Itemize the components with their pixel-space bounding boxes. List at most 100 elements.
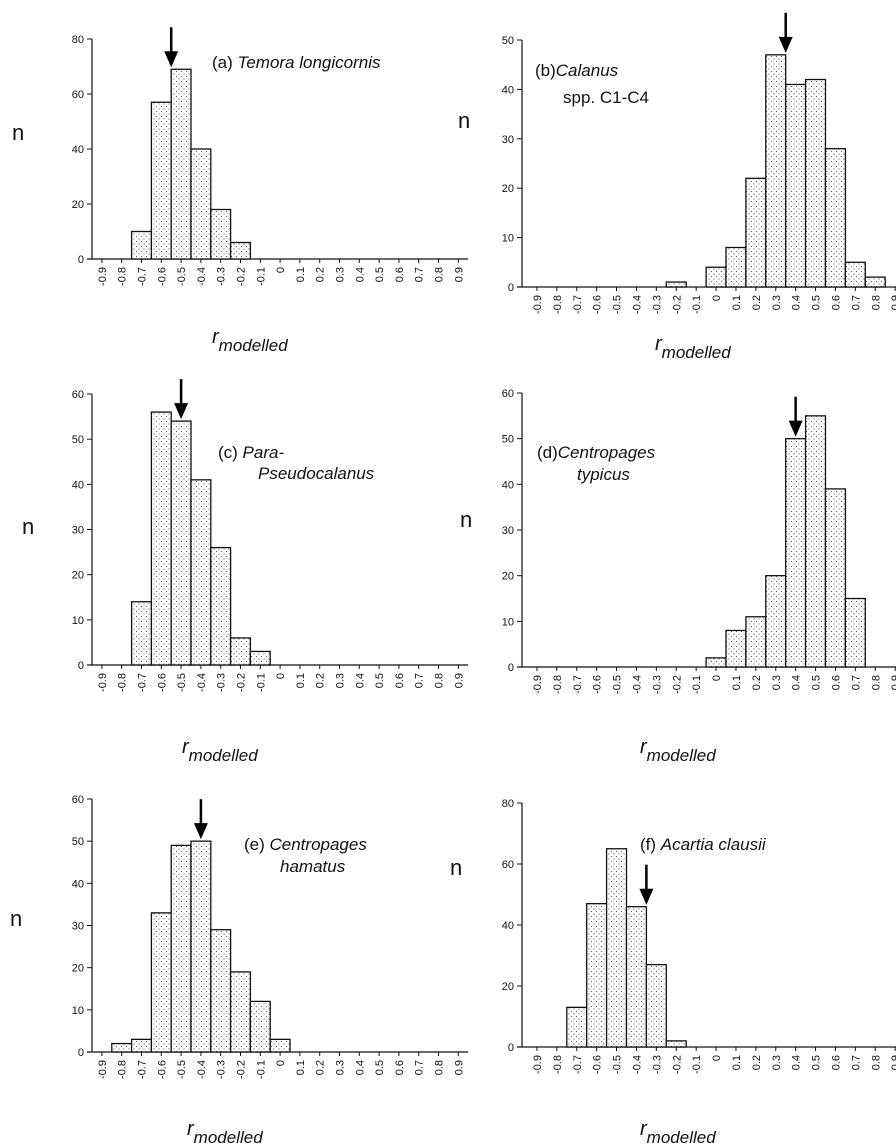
chart-panel: 0 10 20 30 40 50 60 -0.9 -0.8 -0.7 -0.6 -0.5 -0.4 -0.… — [460, 388, 896, 765]
histogram-bar — [745, 616, 767, 668]
x-tick-label: -0.4 — [631, 675, 643, 694]
x-tick-label: 0.3 — [771, 675, 783, 690]
x-tick-label: -0.2 — [236, 267, 248, 286]
x-axis-label: rmodelled — [182, 736, 258, 765]
x-tick-label: 0.8 — [434, 267, 446, 282]
y-tick-label: 20 — [72, 963, 84, 975]
x-tick-label: -0.8 — [552, 1055, 564, 1074]
x-tick-label: 0.8 — [870, 295, 882, 310]
x-tick-label: -0.6 — [156, 267, 168, 286]
y-tick-label: 0 — [508, 282, 514, 294]
x-tick-label: 0.6 — [394, 673, 406, 688]
x-tick-label: 0.5 — [374, 673, 386, 688]
arrow-head-icon — [788, 420, 803, 437]
panel-title: typicus — [577, 465, 630, 484]
y-tick-label: 20 — [502, 571, 514, 583]
x-tick-label: -0.5 — [176, 267, 188, 286]
x-tick-label: 0.1 — [731, 295, 743, 310]
arrow-head-icon — [164, 51, 179, 68]
histogram-bar — [210, 208, 232, 260]
histogram-bar — [150, 411, 172, 666]
x-tick-label: 0.5 — [811, 675, 823, 690]
x-tick-label: 0.6 — [394, 1060, 406, 1075]
x-tick-label: -0.2 — [236, 673, 248, 692]
y-tick-label: 10 — [502, 233, 514, 245]
x-tick-label: 0.3 — [335, 673, 347, 688]
x-tick-label: -0.8 — [117, 673, 129, 692]
histogram-bar — [229, 241, 252, 260]
x-tick-label: 0.7 — [414, 267, 426, 282]
x-tick-label: -0.7 — [137, 267, 149, 286]
x-tick-label: -0.1 — [691, 1055, 703, 1074]
panel-title: (e) Centropages — [244, 835, 367, 854]
y-tick-label: 30 — [502, 134, 514, 146]
y-tick-label: 0 — [78, 660, 84, 672]
y-tick-label: 20 — [72, 199, 84, 211]
x-tick-label: 0.9 — [453, 1060, 465, 1075]
y-tick-label: 60 — [72, 794, 84, 806]
x-tick-label: 0 — [275, 267, 287, 273]
y-axis-label: n — [22, 514, 34, 539]
x-tick-label: -0.4 — [631, 295, 643, 314]
panel-title: hamatus — [280, 857, 346, 876]
x-tick-label: -0.3 — [216, 267, 228, 286]
x-tick-label: -0.5 — [612, 1055, 624, 1074]
x-tick-label: 0.7 — [850, 1055, 862, 1070]
x-tick-label: 0.8 — [434, 1060, 446, 1075]
histogram-bar — [229, 971, 252, 1053]
histogram-bar — [130, 1038, 153, 1053]
x-tick-label: -0.9 — [97, 673, 109, 692]
histogram-bar — [150, 912, 172, 1053]
chart-panel: 0 20 40 60 80 -0.9 -0.8 -0.7 -0.6 -0.5 -0.4 -0.3 -0.… — [450, 798, 896, 1146]
y-tick-label: 40 — [72, 878, 84, 890]
histogram-bar — [844, 261, 866, 288]
y-tick-label: 40 — [72, 479, 84, 491]
histogram-bar — [170, 420, 192, 666]
x-tick-label: 0.6 — [830, 295, 842, 310]
y-axis-label: n — [460, 507, 472, 532]
x-tick-label: 0.1 — [731, 675, 743, 690]
panel-title: (b)Calanus — [535, 61, 619, 80]
y-tick-label: 60 — [502, 388, 514, 400]
y-tick-label: 30 — [502, 525, 514, 537]
x-tick-label: -0.8 — [117, 1060, 129, 1079]
y-tick-label: 80 — [72, 34, 84, 46]
y-tick-label: 40 — [502, 84, 514, 96]
x-tick-label: 0.5 — [811, 1055, 823, 1070]
x-tick-label: -0.6 — [156, 1060, 168, 1079]
x-tick-label: 0 — [275, 1060, 287, 1066]
x-axis-label: rmodelled — [187, 1118, 263, 1146]
x-tick-label: -0.7 — [572, 295, 584, 314]
y-tick-label: 20 — [502, 981, 514, 993]
x-tick-label: -0.3 — [651, 675, 663, 694]
histogram-bar — [864, 276, 886, 288]
x-tick-label: 0.9 — [890, 1055, 896, 1070]
x-tick-label: -0.9 — [97, 1060, 109, 1079]
y-tick-label: 40 — [502, 920, 514, 932]
y-tick-label: 10 — [72, 615, 84, 627]
arrow-head-icon — [174, 403, 189, 420]
histogram-bar — [210, 929, 232, 1053]
x-tick-label: 0.2 — [315, 673, 327, 688]
x-tick-label: -0.7 — [137, 673, 149, 692]
y-tick-label: 50 — [502, 35, 514, 47]
panel-title: (d)Centropages — [537, 443, 656, 462]
histogram-bar — [665, 1040, 687, 1048]
histogram-bar — [130, 230, 153, 260]
x-axis-label: rmodelled — [640, 736, 716, 765]
x-tick-label: 0.2 — [751, 295, 763, 310]
x-tick-label: 0.1 — [295, 673, 307, 688]
histogram-bar — [665, 281, 687, 288]
x-tick-label: -0.7 — [572, 675, 584, 694]
x-tick-label: 0.2 — [751, 1055, 763, 1070]
x-tick-label: -0.1 — [691, 675, 703, 694]
x-axis-label: rmodelled — [655, 333, 731, 362]
histogram-bar — [229, 637, 252, 666]
x-tick-label: 0 — [711, 295, 723, 301]
x-tick-label: 0.7 — [850, 295, 862, 310]
x-axis-label: rmodelled — [212, 326, 288, 355]
x-tick-label: -0.6 — [592, 295, 604, 314]
histogram-bar — [111, 1042, 133, 1053]
y-tick-label: 60 — [72, 89, 84, 101]
y-tick-label: 60 — [502, 859, 514, 871]
